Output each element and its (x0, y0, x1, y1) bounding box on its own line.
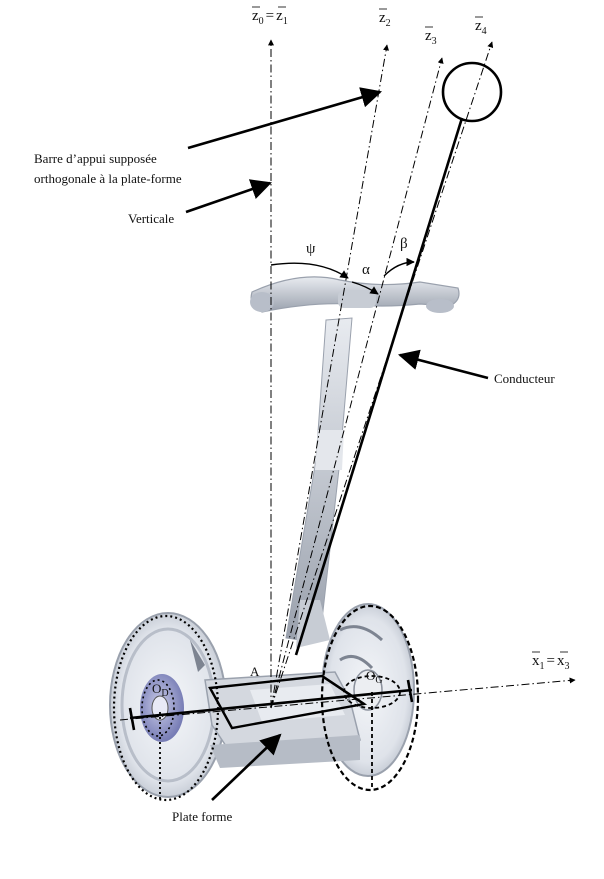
axis-label-z4: z4 (475, 18, 487, 37)
label-verticale: Verticale (128, 211, 174, 226)
pointer-plate-forme (211, 733, 282, 801)
right-wheel-outline (320, 604, 420, 792)
angle-beta-arc (383, 257, 415, 277)
angle-beta: β (400, 236, 408, 252)
base-housing (204, 671, 361, 768)
platform-outline (208, 674, 368, 730)
point-A: A (250, 664, 260, 679)
label-conducteur: Conducteur (494, 371, 555, 386)
axis-x1-x3 (119, 677, 576, 721)
pointer-barre (187, 87, 382, 150)
point-OD: OD (152, 681, 169, 699)
segway-illustration (109, 276, 460, 798)
wheel-axle (129, 688, 413, 720)
left-hub-outline (141, 679, 175, 737)
point-OG: OG (366, 668, 383, 686)
axis-label-x1-x3: x1 = x3 (532, 653, 569, 672)
label-plate-forme: Plate forme (172, 809, 233, 824)
left-wheel-outline (112, 614, 220, 802)
angle-alpha-arc (351, 281, 379, 295)
angle-psi-arc (270, 262, 349, 279)
axis-label-z2: z2 (379, 10, 391, 29)
axis-z4 (270, 41, 494, 709)
label-barre-line1: Barre d’appui supposée (34, 151, 157, 166)
axis-label-z3: z3 (425, 28, 437, 47)
angle-alpha: α (362, 262, 370, 278)
pointer-verticale (185, 179, 272, 214)
driver-stick-figure (294, 61, 503, 656)
axis-z3 (270, 57, 444, 709)
steering-column (285, 317, 353, 648)
pointer-conducteur (397, 349, 489, 380)
angle-psi: ψ (306, 241, 316, 257)
axis-z2 (270, 44, 390, 709)
label-barre-line2: orthogonale à la plate-forme (34, 171, 182, 186)
driver-head (441, 61, 503, 123)
handlebar (250, 276, 460, 313)
axis-label-z0-z1: z0 = z1 (252, 8, 288, 27)
